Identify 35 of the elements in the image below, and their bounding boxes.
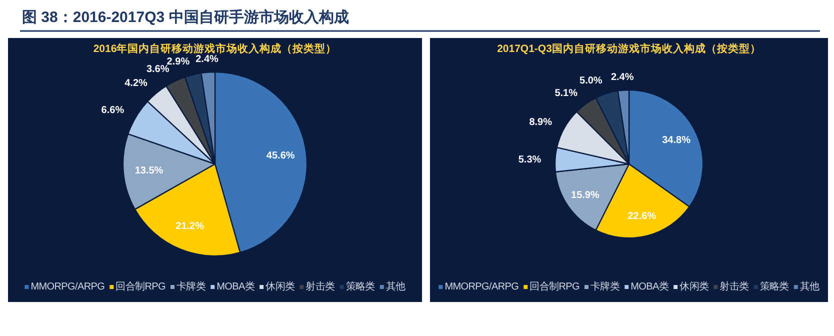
legend-label: MOBA类 <box>630 280 669 292</box>
data-label: 2.9% <box>166 56 190 68</box>
legend-label: 回合制RPG <box>116 280 166 292</box>
data-label: 2.4% <box>610 72 634 83</box>
legend-label: 休闲类 <box>266 280 295 292</box>
chart-title: 2016年国内自研移动游戏市场收入构成（按类型） <box>93 42 337 55</box>
legend-label: 卡牌类 <box>590 280 620 292</box>
data-label: 5.0% <box>580 76 602 87</box>
legend-label: 策略类 <box>346 280 376 292</box>
legend-label: 回合制RPG <box>530 280 580 292</box>
data-label: 5.1% <box>554 88 578 100</box>
data-label: 13.5% <box>134 166 164 177</box>
caption: 图 38：2016-2017Q3 中国自研手游市场收入构成 <box>22 8 349 26</box>
legend-label: 卡牌类 <box>176 280 206 292</box>
data-label: 22.6% <box>628 211 656 222</box>
data-label: 5.3% <box>518 154 542 166</box>
legend-label: MMORPG/ARPG <box>30 282 106 292</box>
data-label: 45.6% <box>266 150 295 162</box>
legend-label: 休闲类 <box>680 280 709 292</box>
legend-label: 策略类 <box>760 280 790 292</box>
legend-label: 其他 <box>800 280 820 292</box>
data-label: 15.9% <box>571 190 600 201</box>
chart-title: 2017Q1-Q3国内自研移动游戏市场收入构成（按类型） <box>497 42 761 55</box>
legend-label: MMORPG/ARPG <box>444 282 520 292</box>
data-label: 2.4% <box>196 54 219 65</box>
data-label: 34.8% <box>662 135 691 146</box>
data-label: 8.9% <box>529 116 552 128</box>
data-label: 3.6% <box>146 64 170 75</box>
legend-label: 射击类 <box>306 280 336 292</box>
data-label: 6.6% <box>101 104 124 116</box>
data-label: 4.2% <box>124 78 148 89</box>
data-label: 21.2% <box>176 220 204 232</box>
legend-label: MOBA类 <box>216 280 255 292</box>
legend-label: 射击类 <box>720 280 750 292</box>
legend-label: 其他 <box>386 280 406 292</box>
